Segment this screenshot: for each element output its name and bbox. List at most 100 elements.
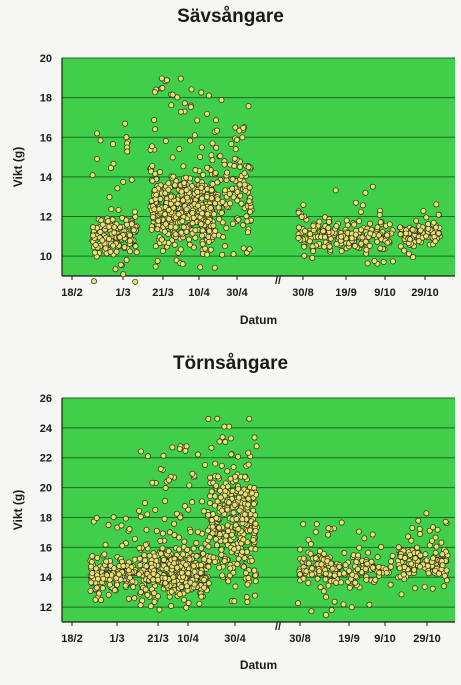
data-point bbox=[223, 532, 230, 539]
data-point bbox=[225, 578, 232, 585]
data-point bbox=[220, 234, 227, 240]
x-tick-label: 9/10 bbox=[374, 633, 395, 645]
data-point bbox=[165, 207, 172, 213]
data-point bbox=[365, 549, 372, 556]
data-point bbox=[96, 590, 102, 597]
data-point bbox=[167, 193, 174, 200]
y-tick-label: 20 bbox=[40, 53, 52, 65]
data-point bbox=[186, 482, 193, 489]
data-point bbox=[361, 535, 368, 542]
data-point bbox=[216, 216, 223, 223]
data-point bbox=[213, 482, 220, 489]
data-point bbox=[232, 124, 239, 131]
data-point bbox=[186, 241, 193, 248]
data-point bbox=[105, 218, 111, 225]
data-point bbox=[346, 584, 353, 591]
data-point bbox=[181, 100, 188, 107]
data-point bbox=[242, 570, 249, 576]
data-point bbox=[198, 545, 205, 552]
data-point bbox=[120, 178, 127, 185]
data-point bbox=[165, 477, 172, 484]
data-point bbox=[378, 544, 385, 550]
data-point bbox=[212, 493, 218, 500]
data-point bbox=[208, 187, 215, 194]
data-point bbox=[216, 564, 223, 571]
y-axis-label: Vikt (g) bbox=[11, 490, 25, 530]
chart-title: Sävsångare bbox=[177, 6, 284, 27]
data-point bbox=[252, 578, 259, 585]
data-point bbox=[409, 524, 416, 531]
data-point bbox=[244, 599, 251, 605]
data-point bbox=[157, 550, 164, 557]
data-point bbox=[159, 85, 166, 92]
data-point bbox=[126, 237, 133, 244]
data-point bbox=[408, 560, 415, 567]
data-point bbox=[189, 210, 196, 217]
data-point bbox=[328, 560, 335, 567]
data-point bbox=[111, 587, 118, 594]
data-point bbox=[214, 127, 220, 134]
data-point bbox=[224, 522, 231, 529]
data-point bbox=[348, 604, 355, 611]
data-point bbox=[102, 245, 109, 252]
data-point bbox=[94, 156, 100, 162]
data-point bbox=[162, 221, 169, 228]
data-point bbox=[94, 130, 100, 137]
data-point bbox=[443, 567, 450, 574]
data-point bbox=[200, 171, 207, 178]
data-point bbox=[424, 562, 431, 569]
data-point bbox=[244, 229, 251, 236]
x-tick-label: 30/4 bbox=[226, 287, 248, 299]
data-point bbox=[314, 575, 321, 582]
data-point bbox=[227, 565, 234, 572]
data-point bbox=[177, 75, 184, 82]
data-point bbox=[221, 161, 228, 168]
data-point bbox=[137, 602, 144, 609]
data-point bbox=[408, 537, 415, 544]
data-point bbox=[146, 552, 153, 559]
data-point bbox=[113, 248, 120, 255]
data-point bbox=[321, 550, 327, 557]
data-point bbox=[155, 576, 161, 583]
data-point bbox=[178, 569, 185, 576]
data-point bbox=[152, 243, 159, 250]
axis-break-marker: // bbox=[275, 621, 281, 633]
data-point bbox=[400, 571, 407, 578]
data-point bbox=[183, 174, 190, 181]
data-point bbox=[194, 528, 201, 535]
data-point bbox=[165, 240, 172, 246]
data-point bbox=[144, 453, 151, 460]
data-point bbox=[180, 197, 186, 204]
axis-break-marker: // bbox=[275, 275, 281, 287]
data-point bbox=[166, 529, 173, 536]
data-point bbox=[231, 501, 238, 508]
data-point bbox=[308, 608, 315, 615]
data-point bbox=[180, 551, 186, 558]
data-point bbox=[231, 546, 238, 553]
data-point bbox=[236, 507, 243, 514]
data-point bbox=[212, 460, 219, 467]
data-point bbox=[160, 556, 167, 563]
data-point bbox=[155, 217, 162, 224]
data-point bbox=[105, 522, 112, 528]
data-point bbox=[138, 448, 144, 455]
data-point bbox=[240, 124, 247, 131]
data-point bbox=[236, 181, 243, 188]
data-point bbox=[162, 138, 169, 144]
data-point bbox=[228, 141, 235, 147]
data-point bbox=[165, 548, 172, 555]
y-tick-label: 14 bbox=[40, 172, 53, 184]
y-tick-label: 12 bbox=[40, 602, 52, 614]
data-point bbox=[97, 137, 104, 144]
data-point bbox=[415, 517, 422, 524]
data-point bbox=[353, 558, 360, 565]
data-point bbox=[232, 146, 239, 153]
data-point bbox=[222, 243, 228, 250]
data-point bbox=[216, 531, 223, 538]
data-point bbox=[312, 529, 319, 535]
data-point bbox=[142, 500, 148, 506]
data-point bbox=[235, 555, 242, 562]
data-point bbox=[230, 251, 237, 258]
y-tick-label: 20 bbox=[40, 483, 52, 495]
data-point bbox=[108, 206, 115, 213]
